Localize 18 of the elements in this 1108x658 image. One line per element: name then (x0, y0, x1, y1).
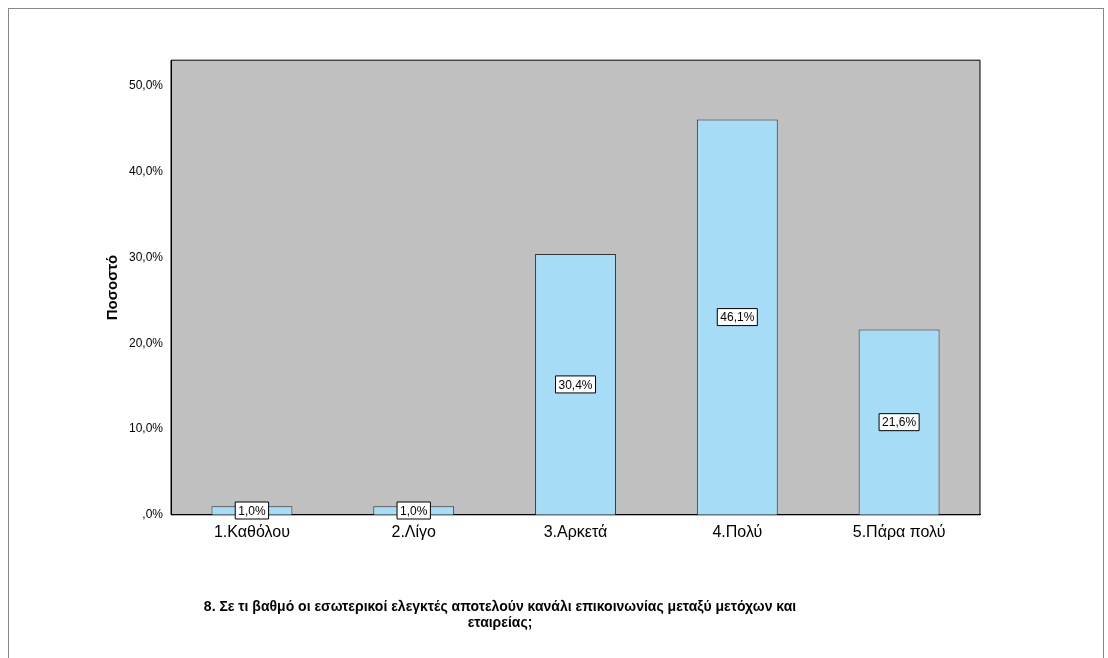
y-tick-label: 50,0% (128, 78, 164, 93)
y-tick-label: 20,0% (128, 335, 164, 350)
x-tick-label: 4.Πολύ (712, 522, 763, 540)
data-label: 30,4% (558, 377, 593, 392)
y-tick-label: ,0% (142, 507, 164, 522)
x-tick-label: 1.Καθόλου (213, 522, 290, 540)
x-axis-title: 8. Σε τι βαθμό οι εσωτερικοί ελεγκτές αποτελούν κανάλι επικοινωνίας μεταξύ μετόχων και εταιρείας; (202, 598, 798, 630)
x-tick-label: 3.Αρκετά (543, 522, 608, 540)
y-tick-label: 40,0% (128, 164, 164, 179)
data-label: 21,6% (882, 415, 917, 430)
y-tick-label: 10,0% (128, 421, 164, 436)
data-label: 46,1% (720, 310, 755, 325)
data-label: 1,0% (400, 503, 428, 518)
data-label: 1,0% (238, 503, 266, 518)
x-tick-label: 5.Πάρα πολύ (852, 522, 946, 540)
y-tick-label: 30,0% (128, 249, 164, 264)
y-axis-title: Ποσοστό (103, 254, 121, 321)
x-tick-label: 2.Λίγο (391, 522, 437, 540)
